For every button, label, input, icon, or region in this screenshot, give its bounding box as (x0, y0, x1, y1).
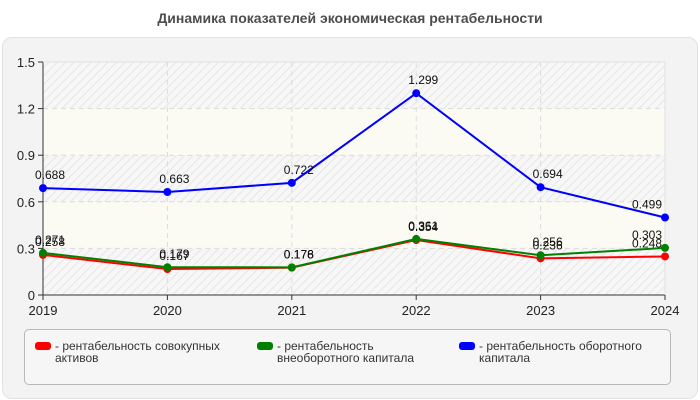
legend-item-working-capital: - рентабельность оборотного капитала (459, 340, 659, 364)
legend-label: - рентабельность совокупных активов (55, 339, 220, 365)
y-tick-label: 0.9 (17, 148, 35, 163)
legend-label: - рентабельность оборотного капитала (479, 339, 642, 365)
data-point[interactable] (287, 263, 296, 272)
data-point[interactable] (661, 243, 669, 252)
x-tick-label: 2022 (402, 303, 431, 318)
legend-swatch-blue (459, 342, 475, 350)
data-label: 0.694 (533, 167, 563, 181)
y-tick-label: 0 (28, 288, 35, 303)
series-line (42, 91, 666, 219)
data-point[interactable] (536, 251, 545, 260)
data-label: 0.688 (35, 168, 65, 182)
data-point[interactable] (412, 234, 421, 243)
legend: - рентабельность совокупных активов - ре… (24, 329, 671, 385)
data-label: 0.663 (159, 172, 189, 186)
plot-band (43, 248, 665, 295)
x-tick-label: 2020 (153, 303, 182, 318)
data-label: 0.167 (159, 249, 189, 263)
data-label: 0.361 (408, 219, 438, 233)
plot-band (43, 62, 665, 109)
series-line (42, 237, 666, 269)
y-tick-label: 0.3 (17, 241, 35, 256)
data-point[interactable] (39, 248, 47, 257)
data-label: 0.176 (284, 248, 314, 262)
y-tick-label: 1.5 (17, 55, 35, 70)
legend-swatch-red (35, 342, 51, 350)
plot-band (43, 155, 665, 202)
data-label: 0.722 (284, 163, 314, 177)
legend-item-noncurrent-capital: - рентабельность внеоборотного капитала (257, 340, 457, 364)
x-tick-label: 2024 (651, 303, 680, 318)
data-label: 0.178 (284, 247, 314, 261)
data-label: 0.248 (632, 236, 662, 250)
data-label: 0.256 (533, 235, 563, 249)
data-label: 0.354 (408, 220, 438, 234)
data-point[interactable] (39, 184, 47, 193)
legend-swatch-green (257, 342, 273, 350)
x-tick-label: 2023 (526, 303, 555, 318)
data-label: 0.236 (533, 238, 563, 252)
plot-band (43, 201, 665, 249)
legend-item-total-assets: - рентабельность совокупных активов (35, 340, 235, 364)
data-label: 0.303 (632, 228, 662, 242)
chart-title: Динамика показателей экономическая рента… (157, 10, 543, 26)
data-label: 0.179 (159, 247, 189, 261)
y-tick-label: 0.6 (17, 195, 35, 210)
data-label: 0.271 (35, 233, 65, 247)
data-point[interactable] (287, 178, 296, 187)
y-tick-label: 1.2 (17, 102, 35, 117)
data-point[interactable] (661, 213, 669, 222)
x-tick-label: 2021 (277, 303, 306, 318)
data-label: 0.258 (35, 235, 65, 249)
plot-area: 0 0.3 0.6 0.9 1.2 1.5 2019 2020 2021 2022 2023 2024… (17, 55, 680, 318)
data-point[interactable] (163, 188, 172, 197)
data-point[interactable] (536, 183, 545, 192)
data-label: 1.299 (408, 73, 438, 87)
data-point[interactable] (661, 252, 669, 261)
x-tick-label: 2019 (29, 303, 58, 318)
legend-label: - рентабельность внеоборотного капитала (277, 339, 414, 365)
data-point[interactable] (412, 89, 421, 98)
plot-band (43, 108, 665, 156)
data-point[interactable] (163, 263, 172, 272)
data-label: 0.499 (632, 197, 662, 211)
